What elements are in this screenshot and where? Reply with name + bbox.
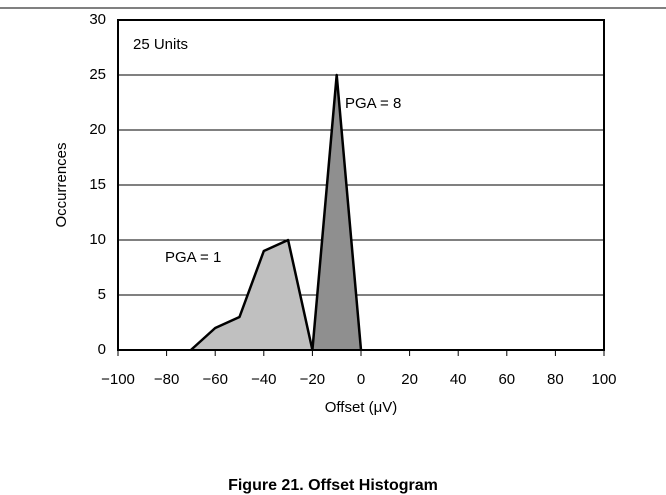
series-label: PGA = 8 [345,95,401,112]
line [311,73,363,351]
y-tick-label: 25 [89,66,106,83]
x-tick-label: 40 [450,371,467,388]
y-tick-label: 0 [98,341,106,358]
x-tick-label: −100 [101,371,135,388]
area [190,240,313,350]
plot-frame [117,19,605,351]
x-tick-label: 60 [498,371,515,388]
series-label: PGA = 1 [165,249,221,266]
y-tick-label: 5 [98,286,106,303]
area [312,75,361,350]
y-tick-label: 30 [89,11,106,28]
x-tick-label: −40 [251,371,276,388]
y-tick-label: 20 [89,121,106,138]
y-tick-label: 10 [89,231,106,248]
y-tick-label: 15 [89,176,106,193]
x-tick-label: −20 [300,371,325,388]
x-tick-label: 100 [591,371,616,388]
x-tick-label: 80 [547,371,564,388]
line [190,238,314,351]
x-tick-label: −80 [154,371,179,388]
x-tick-label: −60 [202,371,227,388]
chart-title: Figure 21. Offset Histogram [228,477,438,494]
annotation: 25 Units [133,36,188,53]
x-tick-label: 20 [401,371,418,388]
x-axis-label: Offset (μV) [325,399,398,416]
y-axis-label: Occurrences [53,142,70,227]
x-tick-label: 0 [357,371,365,388]
